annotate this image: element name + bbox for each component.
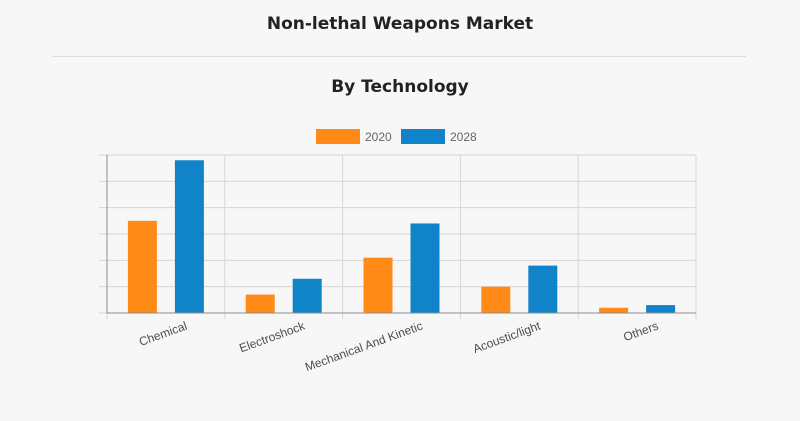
x-tick-label: Acoustic/light xyxy=(471,318,543,356)
legend-label-2020: 2020 xyxy=(365,130,392,144)
x-tick-label: Others xyxy=(621,319,660,344)
bar-2028-chemical[interactable] xyxy=(174,160,204,313)
bar-2028-electroshock[interactable] xyxy=(292,278,322,313)
chart-subtitle: By Technology xyxy=(331,77,469,97)
bar-2020-mechanical-and-kinetic[interactable] xyxy=(363,257,393,313)
bar-2028-mechanical-and-kinetic[interactable] xyxy=(410,223,440,313)
x-tick-label: Electroshock xyxy=(237,318,307,355)
bar-2020-chemical[interactable] xyxy=(127,220,157,313)
bar-2020-acoustic-light[interactable] xyxy=(481,286,511,313)
bar-2028-acoustic-light[interactable] xyxy=(528,265,558,313)
bar-2028-others[interactable] xyxy=(646,305,676,313)
chart-legend: 2020 2028 xyxy=(316,129,477,144)
bar-2020-electroshock[interactable] xyxy=(245,294,275,313)
x-tick-label: Chemical xyxy=(137,319,189,349)
chart-bars xyxy=(127,160,676,313)
x-tick-label: Mechanical And Kinetic xyxy=(303,319,424,375)
legend-swatch-2028 xyxy=(401,129,445,144)
legend-label-2028: 2028 xyxy=(450,130,477,144)
page-title: Non-lethal Weapons Market xyxy=(266,14,534,34)
title-divider xyxy=(52,56,746,57)
bar-2020-others[interactable] xyxy=(599,307,629,313)
legend-swatch-2020 xyxy=(316,129,360,144)
chart-axes xyxy=(106,155,696,314)
